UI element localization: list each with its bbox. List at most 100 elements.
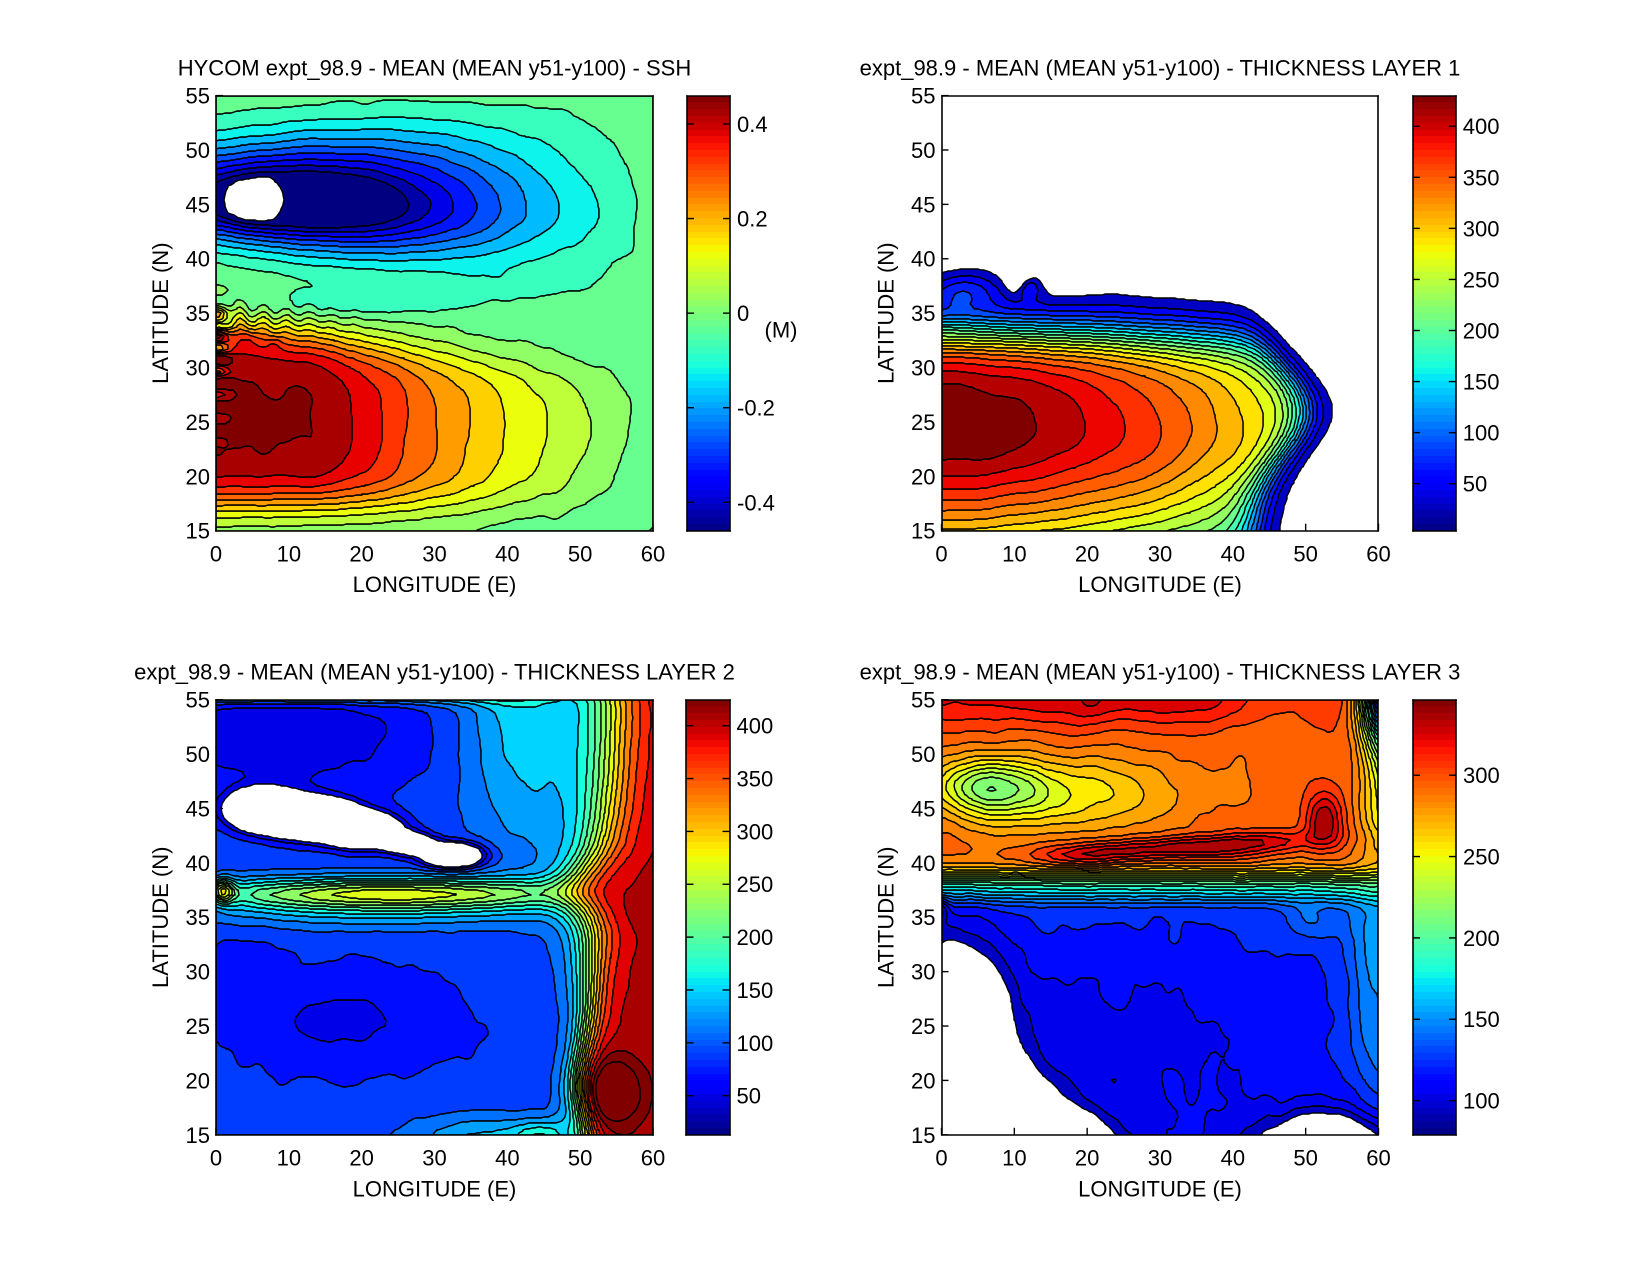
svg-text:55: 55 bbox=[911, 688, 935, 713]
svg-text:45: 45 bbox=[186, 192, 210, 217]
svg-text:40: 40 bbox=[186, 851, 210, 876]
svg-text:20: 20 bbox=[349, 1146, 373, 1171]
svg-text:25: 25 bbox=[186, 410, 210, 435]
svg-text:40: 40 bbox=[1221, 542, 1245, 567]
svg-text:150: 150 bbox=[1463, 370, 1500, 395]
svg-text:15: 15 bbox=[186, 1123, 210, 1148]
svg-text:30: 30 bbox=[186, 960, 210, 985]
svg-text:LONGITUDE (E): LONGITUDE (E) bbox=[1078, 572, 1242, 597]
svg-text:40: 40 bbox=[911, 247, 935, 272]
svg-text:LATITUDE (N): LATITUDE (N) bbox=[148, 847, 173, 988]
svg-text:-0.4: -0.4 bbox=[737, 490, 775, 515]
svg-text:300: 300 bbox=[737, 819, 774, 844]
svg-text:100: 100 bbox=[1463, 421, 1500, 446]
svg-text:250: 250 bbox=[1463, 267, 1500, 292]
svg-text:LONGITUDE (E): LONGITUDE (E) bbox=[1078, 1176, 1242, 1201]
svg-text:50: 50 bbox=[568, 542, 592, 567]
svg-text:LATITUDE (N): LATITUDE (N) bbox=[873, 242, 898, 383]
svg-text:50: 50 bbox=[911, 138, 935, 163]
svg-text:100: 100 bbox=[1463, 1089, 1500, 1114]
svg-text:expt_98.9 - MEAN (MEAN y51-y10: expt_98.9 - MEAN (MEAN y51-y100) - THICK… bbox=[134, 660, 735, 685]
svg-text:40: 40 bbox=[495, 542, 519, 567]
svg-text:45: 45 bbox=[186, 796, 210, 821]
svg-text:10: 10 bbox=[1002, 1146, 1026, 1171]
svg-text:30: 30 bbox=[422, 1146, 446, 1171]
svg-text:LONGITUDE (E): LONGITUDE (E) bbox=[353, 1176, 517, 1201]
svg-text:20: 20 bbox=[911, 1068, 935, 1093]
svg-text:15: 15 bbox=[911, 1123, 935, 1148]
svg-text:35: 35 bbox=[186, 905, 210, 930]
svg-text:expt_98.9 - MEAN (MEAN y51-y10: expt_98.9 - MEAN (MEAN y51-y100) - THICK… bbox=[860, 56, 1461, 81]
svg-text:60: 60 bbox=[1366, 542, 1390, 567]
svg-text:200: 200 bbox=[1463, 926, 1500, 951]
svg-text:45: 45 bbox=[911, 192, 935, 217]
svg-text:0.2: 0.2 bbox=[737, 207, 768, 232]
svg-text:60: 60 bbox=[1366, 1146, 1390, 1171]
svg-text:20: 20 bbox=[186, 464, 210, 489]
svg-text:40: 40 bbox=[911, 851, 935, 876]
svg-text:HYCOM expt_98.9 - MEAN (MEAN y: HYCOM expt_98.9 - MEAN (MEAN y51-y100) -… bbox=[178, 56, 691, 81]
svg-text:55: 55 bbox=[186, 84, 210, 109]
svg-text:200: 200 bbox=[1463, 318, 1500, 343]
svg-text:55: 55 bbox=[186, 688, 210, 713]
svg-text:300: 300 bbox=[1463, 763, 1500, 788]
svg-text:0: 0 bbox=[737, 301, 749, 326]
svg-text:0: 0 bbox=[210, 542, 222, 567]
svg-text:150: 150 bbox=[1463, 1007, 1500, 1032]
svg-text:350: 350 bbox=[1463, 165, 1500, 190]
svg-text:0: 0 bbox=[210, 1146, 222, 1171]
svg-text:LATITUDE (N): LATITUDE (N) bbox=[873, 847, 898, 988]
svg-text:(M): (M) bbox=[765, 318, 798, 343]
svg-text:20: 20 bbox=[349, 542, 373, 567]
svg-text:0.4: 0.4 bbox=[737, 112, 768, 137]
svg-text:30: 30 bbox=[911, 960, 935, 985]
svg-text:10: 10 bbox=[277, 542, 301, 567]
svg-text:50: 50 bbox=[911, 742, 935, 767]
svg-text:30: 30 bbox=[1148, 542, 1172, 567]
svg-text:35: 35 bbox=[186, 301, 210, 326]
svg-text:40: 40 bbox=[495, 1146, 519, 1171]
svg-text:10: 10 bbox=[1002, 542, 1026, 567]
svg-text:15: 15 bbox=[186, 519, 210, 544]
svg-text:250: 250 bbox=[1463, 845, 1500, 870]
svg-text:20: 20 bbox=[1075, 542, 1099, 567]
svg-text:35: 35 bbox=[911, 905, 935, 930]
svg-text:100: 100 bbox=[737, 1031, 774, 1056]
svg-text:150: 150 bbox=[737, 978, 774, 1003]
svg-text:25: 25 bbox=[911, 410, 935, 435]
svg-text:50: 50 bbox=[737, 1084, 761, 1109]
svg-text:50: 50 bbox=[568, 1146, 592, 1171]
svg-text:25: 25 bbox=[911, 1014, 935, 1039]
svg-text:55: 55 bbox=[911, 84, 935, 109]
svg-text:10: 10 bbox=[277, 1146, 301, 1171]
svg-text:0: 0 bbox=[935, 542, 947, 567]
svg-text:40: 40 bbox=[1221, 1146, 1245, 1171]
svg-text:-0.2: -0.2 bbox=[737, 396, 775, 421]
svg-text:50: 50 bbox=[1293, 542, 1317, 567]
svg-text:40: 40 bbox=[186, 247, 210, 272]
svg-text:35: 35 bbox=[911, 301, 935, 326]
svg-text:50: 50 bbox=[1293, 1146, 1317, 1171]
svg-text:60: 60 bbox=[641, 542, 665, 567]
svg-text:20: 20 bbox=[911, 464, 935, 489]
svg-text:400: 400 bbox=[737, 714, 774, 739]
svg-text:30: 30 bbox=[911, 356, 935, 381]
svg-text:0: 0 bbox=[935, 1146, 947, 1171]
svg-text:200: 200 bbox=[737, 925, 774, 950]
svg-text:250: 250 bbox=[737, 872, 774, 897]
svg-text:45: 45 bbox=[911, 796, 935, 821]
svg-text:30: 30 bbox=[186, 356, 210, 381]
svg-text:30: 30 bbox=[422, 542, 446, 567]
svg-text:expt_98.9 - MEAN (MEAN y51-y10: expt_98.9 - MEAN (MEAN y51-y100) - THICK… bbox=[860, 660, 1461, 685]
svg-text:30: 30 bbox=[1148, 1146, 1172, 1171]
svg-text:60: 60 bbox=[641, 1146, 665, 1171]
svg-text:25: 25 bbox=[186, 1014, 210, 1039]
svg-text:20: 20 bbox=[1075, 1146, 1099, 1171]
svg-text:400: 400 bbox=[1463, 114, 1500, 139]
svg-text:350: 350 bbox=[737, 767, 774, 792]
svg-text:15: 15 bbox=[911, 519, 935, 544]
svg-text:300: 300 bbox=[1463, 216, 1500, 241]
svg-text:LONGITUDE (E): LONGITUDE (E) bbox=[353, 572, 517, 597]
svg-text:50: 50 bbox=[1463, 472, 1487, 497]
svg-text:50: 50 bbox=[186, 742, 210, 767]
